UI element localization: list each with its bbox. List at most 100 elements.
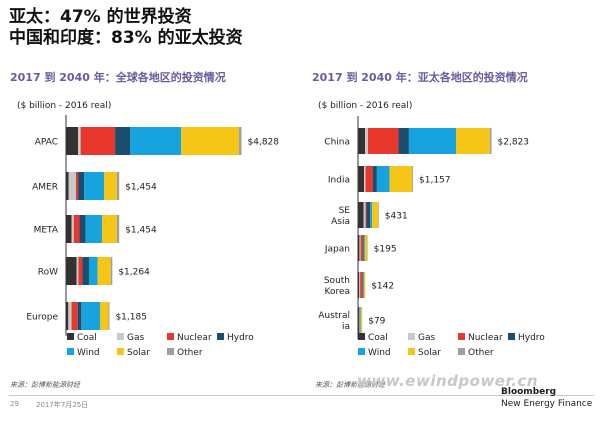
right-bar-segment-nuclear bbox=[365, 166, 373, 192]
left-bar-segment-coal bbox=[66, 302, 69, 330]
right-bar-segment-hydro bbox=[366, 202, 371, 228]
right-bar-segment-wind bbox=[408, 128, 457, 154]
left-legend-swatch-hydro bbox=[217, 333, 224, 340]
right-legend-label-gas: Gas bbox=[418, 333, 435, 343]
right-bar-segment-hydro bbox=[398, 128, 409, 154]
left-bar-segment-wind bbox=[88, 257, 98, 285]
right-legend-swatch-coal bbox=[358, 333, 365, 340]
footer-date: 2017年7月25日 bbox=[36, 401, 89, 409]
right-legend-swatch-solar bbox=[408, 348, 415, 355]
right-category-label: Austral ia bbox=[318, 311, 350, 332]
left-value-label: $1,454 bbox=[125, 226, 157, 236]
left-category-label: META bbox=[34, 226, 59, 236]
left-legend-label-hydro: Hydro bbox=[227, 333, 254, 343]
left-bar-segment-nuclear bbox=[80, 127, 116, 155]
right-legend-swatch-hydro bbox=[508, 333, 515, 340]
left-bar-segment-wind bbox=[130, 127, 182, 155]
right-chart-title: 2017 到 2040 年：亚太各地区的投资情况 bbox=[312, 71, 528, 84]
left-bar-segment-other bbox=[239, 127, 242, 155]
left-bar-segment-gas bbox=[78, 127, 81, 155]
right-bar-segment-solar bbox=[389, 166, 413, 192]
page-number: 29 bbox=[10, 400, 19, 408]
left-bar-segment-coal bbox=[66, 172, 69, 200]
right-bar-segment-wind bbox=[359, 307, 361, 333]
right-legend-label-hydro: Hydro bbox=[518, 333, 545, 343]
left-legend-label-solar: Solar bbox=[127, 348, 150, 358]
right-legend-label-wind: Wind bbox=[368, 348, 391, 358]
left-bar-segment-wind bbox=[84, 172, 105, 200]
left-legend-swatch-wind bbox=[67, 348, 74, 355]
left-bar-segment-nuclear bbox=[71, 302, 78, 330]
right-value-label: $195 bbox=[374, 245, 397, 255]
right-bar-segment-nuclear bbox=[367, 128, 399, 154]
right-legend-label-coal: Coal bbox=[368, 333, 388, 343]
left-legend-label-gas: Gas bbox=[127, 333, 144, 343]
right-bar-segment-gas bbox=[364, 166, 366, 192]
brand-subname: New Energy Finance bbox=[501, 399, 593, 409]
right-bar-segment-gas bbox=[365, 128, 368, 154]
left-value-label: $4,828 bbox=[248, 138, 280, 148]
right-source-note: 来源：彭博新能源财经 bbox=[315, 381, 385, 389]
right-bar-segment-coal bbox=[358, 202, 364, 228]
right-category-label: South Korea bbox=[324, 276, 350, 297]
footer-divider bbox=[9, 395, 594, 396]
left-category-label: RoW bbox=[38, 268, 58, 278]
left-bar-segment-solar bbox=[100, 302, 109, 330]
left-value-label: $1,264 bbox=[118, 268, 150, 278]
left-bar-segment-solar bbox=[102, 215, 117, 243]
left-bar-segment-gas bbox=[76, 257, 79, 285]
right-bar-segment-wind bbox=[363, 235, 365, 261]
right-value-label: $142 bbox=[371, 282, 394, 292]
right-bar-segment-other bbox=[412, 166, 414, 192]
right-category-label: India bbox=[328, 176, 350, 186]
headline-line-2: 中国和印度：83% 的亚太投资 bbox=[9, 28, 243, 48]
left-chart-unit-label: ($ billion - 2016 real) bbox=[17, 101, 112, 111]
left-bar-segment-coal bbox=[66, 215, 72, 243]
left-bar-segment-gas bbox=[68, 172, 76, 200]
right-value-label: $431 bbox=[385, 212, 408, 222]
right-bar-segment-other bbox=[378, 202, 379, 228]
left-legend-swatch-other bbox=[167, 348, 174, 355]
left-bar-segment-nuclear bbox=[73, 215, 80, 243]
left-legend-label-coal: Coal bbox=[77, 333, 97, 343]
left-bar-segment-other bbox=[108, 302, 110, 330]
right-value-label: $2,823 bbox=[498, 138, 530, 148]
left-bar-segment-solar bbox=[104, 172, 117, 200]
left-legend-swatch-solar bbox=[117, 348, 124, 355]
right-bar-segment-coal bbox=[358, 272, 360, 298]
right-bar-segment-other bbox=[489, 128, 492, 154]
right-bar-segment-nuclear bbox=[360, 235, 363, 261]
left-value-label: $1,185 bbox=[115, 313, 147, 323]
right-bar-segment-wind bbox=[376, 166, 390, 192]
left-legend-label-other: Other bbox=[177, 348, 203, 358]
left-bar-segment-solar bbox=[97, 257, 111, 285]
left-value-label: $1,454 bbox=[125, 183, 157, 193]
left-legend-label-wind: Wind bbox=[77, 348, 100, 358]
right-bar-segment-coal bbox=[358, 166, 365, 192]
left-bar-segment-wind bbox=[85, 215, 103, 243]
left-bar-segment-gas bbox=[71, 215, 74, 243]
right-category-label: Japan bbox=[324, 245, 350, 255]
right-category-label: China bbox=[324, 138, 350, 148]
left-legend-swatch-gas bbox=[117, 333, 124, 340]
right-bar-segment-gas bbox=[363, 202, 366, 228]
left-bar-segment-nuclear bbox=[75, 172, 79, 200]
right-legend-label-solar: Solar bbox=[418, 348, 441, 358]
left-bar-segment-coal bbox=[66, 257, 77, 285]
left-legend-swatch-nuclear bbox=[167, 333, 174, 340]
right-legend-label-other: Other bbox=[468, 348, 494, 358]
right-bar-segment-solar bbox=[360, 307, 363, 333]
right-category-label: SE Asia bbox=[331, 206, 350, 227]
right-bar-segment-solar bbox=[363, 272, 366, 298]
left-bar-segment-nuclear bbox=[78, 257, 83, 285]
right-bar-segment-solar bbox=[456, 128, 490, 154]
left-bar-segment-hydro bbox=[77, 302, 82, 330]
headline-line-1: 亚太：47% 的世界投资 bbox=[9, 7, 192, 27]
right-chart-unit-label: ($ billion - 2016 real) bbox=[318, 101, 413, 111]
left-bar-segment-hydro bbox=[82, 257, 89, 285]
right-legend-swatch-other bbox=[458, 348, 465, 355]
left-bar-segment-other bbox=[116, 215, 120, 243]
watermark: www.ewindpower.cn bbox=[357, 372, 538, 390]
right-bar-segment-nuclear bbox=[365, 202, 367, 228]
